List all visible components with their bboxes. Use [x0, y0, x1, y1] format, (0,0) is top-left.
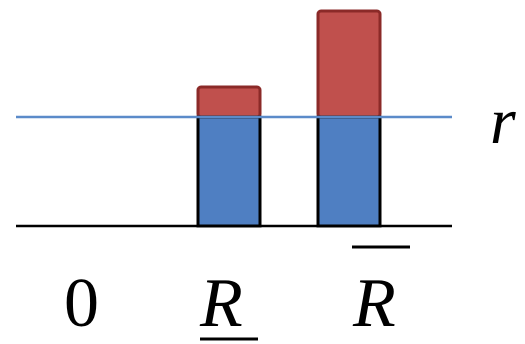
lower-r-label: R	[199, 265, 243, 342]
bar-upper-r	[316, 9, 382, 228]
threshold-label: r	[490, 85, 516, 158]
bar-upper-r-above-threshold	[316, 9, 382, 119]
upper-r-label: R	[352, 265, 396, 342]
zero-label: 0	[64, 265, 99, 342]
bar-lower-r	[196, 85, 262, 228]
bar-lower-r-above-threshold	[196, 85, 262, 119]
bar-upper-r-below-threshold	[316, 115, 382, 228]
bar-lower-r-below-threshold	[196, 115, 262, 228]
